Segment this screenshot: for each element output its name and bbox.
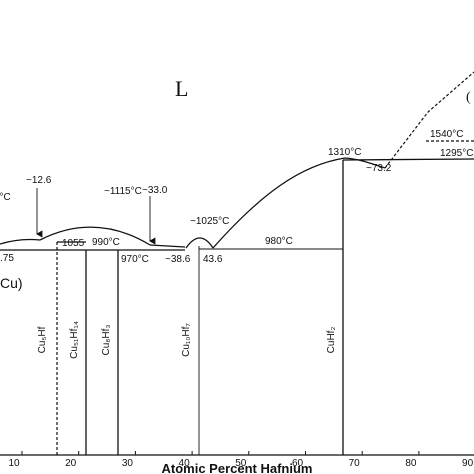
x-tick-label: 60 — [292, 458, 304, 469]
x-axis-label: Atomic Percent Hafnium — [162, 461, 313, 474]
temp-label: 1295°C — [440, 148, 473, 159]
x-tick-label: 10 — [8, 458, 20, 469]
temp-label: ~1115°C — [104, 186, 142, 197]
x-tick-label: 50 — [235, 458, 247, 469]
temp-label: ~1025°C — [190, 216, 229, 227]
phase-label: L — [175, 76, 188, 101]
eutectoid-line — [342, 158, 474, 161]
temp-label: 980°C — [265, 236, 293, 247]
comp-label: 43.6 — [203, 254, 223, 265]
comp-label: ~33.0 — [142, 185, 168, 196]
temp-label: 1540°C — [430, 129, 463, 140]
x-tick-label: 80 — [405, 458, 417, 469]
compound-label: Cu₈Hf₃ — [101, 324, 112, 355]
comp-label: ~38.6 — [165, 254, 191, 265]
x-tick-label: 20 — [65, 458, 77, 469]
liquidus-segment — [149, 244, 186, 248]
comp-label: ~12.6 — [26, 175, 52, 186]
beta-boundary — [384, 71, 474, 169]
compound-label: CuHf₂ — [326, 327, 337, 354]
compound-label: Cu₅Hf — [37, 326, 48, 353]
phase-lines — [0, 71, 474, 456]
liquidus-dome — [39, 226, 151, 246]
compound-label: Cu₁₀Hf₇ — [181, 323, 192, 357]
comp-label: .75 — [0, 253, 14, 264]
liquidus-right — [212, 157, 386, 249]
compound-label: Cu₅₁Hf₁₄ — [69, 321, 80, 359]
x-tick-label: 90 — [462, 458, 474, 469]
phase-label: Cu) — [0, 275, 23, 291]
temp-label: 970°C — [121, 254, 149, 265]
temp-label: 1055 — [62, 238, 85, 249]
x-tick-label: 70 — [349, 458, 361, 469]
phase-label: ( — [466, 90, 471, 105]
x-tick-label: 30 — [122, 458, 134, 469]
temp-label: 1310°C — [328, 147, 361, 158]
comp-label: ~73.2 — [366, 163, 392, 174]
temp-label: 0°C — [0, 192, 11, 203]
liquidus-dome-2 — [185, 237, 214, 249]
temp-label: 990°C — [92, 237, 120, 248]
x-tick-label: 40 — [179, 458, 191, 469]
liquidus-left — [0, 238, 41, 245]
